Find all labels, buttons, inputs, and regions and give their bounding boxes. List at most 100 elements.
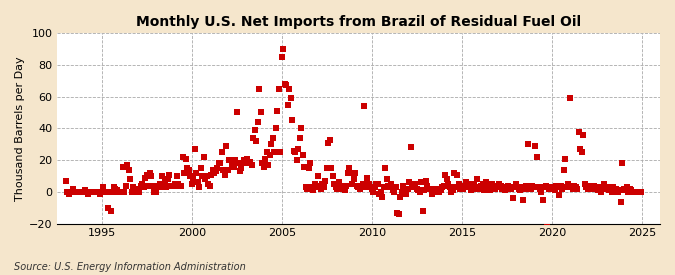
Point — [445, 185, 456, 189]
Point — [207, 167, 218, 172]
Point — [491, 183, 502, 188]
Point — [323, 141, 334, 145]
Point — [344, 166, 355, 170]
Point — [153, 185, 164, 189]
Point — [589, 183, 599, 188]
Point — [360, 185, 371, 189]
Point — [86, 190, 97, 194]
Point — [410, 182, 421, 186]
Point — [284, 86, 295, 91]
Point — [624, 187, 635, 191]
Point — [495, 183, 506, 188]
Point — [117, 164, 128, 169]
Point — [618, 187, 629, 191]
Point — [190, 147, 200, 151]
Point — [251, 139, 262, 143]
Point — [422, 183, 433, 188]
Point — [470, 187, 481, 191]
Point — [461, 180, 472, 185]
Point — [245, 160, 256, 164]
Point — [217, 150, 227, 155]
Point — [375, 190, 386, 194]
Point — [298, 153, 308, 158]
Point — [502, 187, 512, 191]
Point — [201, 174, 212, 178]
Point — [549, 188, 560, 192]
Point — [635, 190, 646, 194]
Point — [223, 167, 234, 172]
Point — [539, 185, 550, 189]
Point — [522, 142, 533, 147]
Point — [429, 190, 440, 194]
Text: Source: U.S. Energy Information Administration: Source: U.S. Energy Information Administ… — [14, 262, 245, 272]
Point — [487, 182, 497, 186]
Point — [302, 187, 313, 191]
Point — [347, 182, 358, 186]
Point — [71, 190, 82, 194]
Point — [359, 104, 370, 108]
Point — [377, 195, 388, 199]
Point — [143, 183, 154, 188]
Point — [273, 86, 284, 91]
Point — [518, 198, 529, 202]
Point — [110, 187, 121, 191]
Point — [230, 158, 241, 163]
Point — [341, 183, 352, 188]
Point — [200, 177, 211, 182]
Point — [101, 190, 112, 194]
Point — [387, 188, 398, 192]
Point — [252, 120, 263, 124]
Point — [137, 182, 148, 186]
Point — [468, 182, 479, 186]
Point — [441, 177, 452, 182]
Point — [305, 161, 316, 166]
Point — [622, 185, 632, 189]
Point — [205, 183, 215, 188]
Point — [527, 183, 538, 188]
Point — [278, 47, 289, 51]
Point — [595, 185, 605, 189]
Point — [464, 182, 475, 186]
Point — [169, 183, 180, 188]
Point — [440, 172, 451, 177]
Point — [362, 175, 373, 180]
Point — [266, 142, 277, 147]
Point — [368, 190, 379, 194]
Point — [597, 187, 608, 191]
Point — [610, 188, 620, 192]
Point — [239, 158, 250, 163]
Point — [503, 183, 514, 188]
Point — [227, 163, 238, 167]
Point — [61, 179, 72, 183]
Point — [443, 182, 454, 186]
Point — [499, 185, 510, 189]
Point — [246, 163, 257, 167]
Point — [198, 155, 209, 159]
Point — [433, 190, 443, 194]
Point — [564, 96, 575, 100]
Point — [601, 187, 612, 191]
Point — [493, 185, 504, 189]
Point — [176, 183, 187, 188]
Point — [412, 187, 423, 191]
Point — [299, 164, 310, 169]
Point — [326, 166, 337, 170]
Point — [367, 187, 377, 191]
Point — [315, 187, 326, 191]
Point — [184, 167, 194, 172]
Point — [238, 161, 248, 166]
Point — [288, 148, 299, 153]
Point — [131, 190, 142, 194]
Point — [562, 185, 572, 189]
Point — [209, 171, 220, 175]
Point — [473, 185, 484, 189]
Point — [224, 158, 235, 163]
Point — [374, 191, 385, 196]
Point — [197, 174, 208, 178]
Point — [104, 190, 115, 194]
Point — [146, 174, 157, 178]
Point — [77, 190, 88, 194]
Point — [466, 188, 477, 192]
Point — [427, 191, 437, 196]
Point — [413, 188, 424, 192]
